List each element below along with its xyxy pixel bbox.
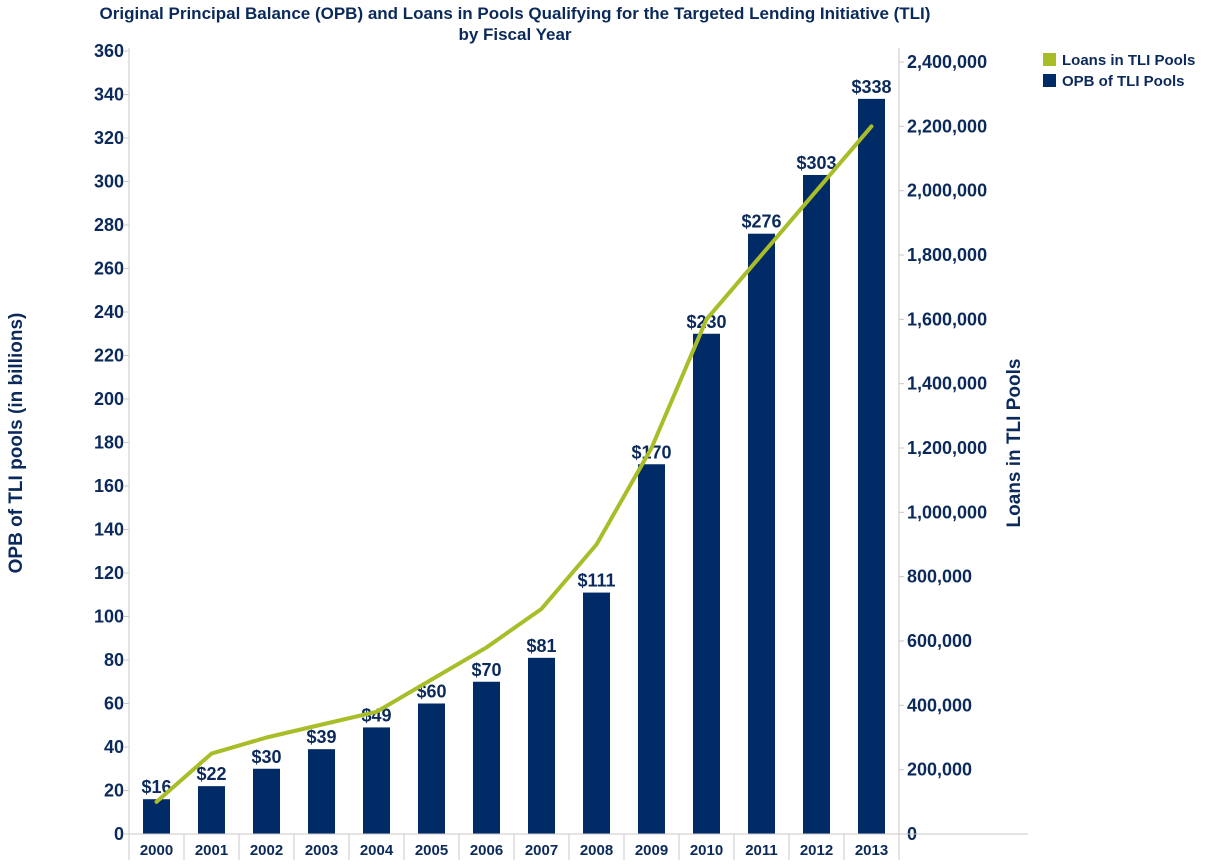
right-tick-label: 200,000 bbox=[907, 760, 972, 780]
bar-label-2012: $303 bbox=[796, 153, 836, 173]
x-tick-label-2010: 2010 bbox=[690, 842, 723, 859]
left-tick-label: 200 bbox=[94, 389, 124, 409]
left-tick-label: 320 bbox=[94, 128, 124, 148]
right-tick-label: 1,000,000 bbox=[907, 502, 987, 522]
left-tick-label: 60 bbox=[104, 694, 124, 714]
bar-label-2002: $30 bbox=[251, 747, 281, 767]
chart-title: Original Principal Balance (OPB) and Loa… bbox=[100, 4, 931, 23]
x-axis: 2000 2001 2002 2003 2004 2005 2006 2007 2008 2009… bbox=[129, 834, 1028, 860]
x-tick-label-2011: 2011 bbox=[745, 842, 778, 859]
right-tick-label: 800,000 bbox=[907, 567, 972, 587]
right-tick-label: 2,200,000 bbox=[907, 116, 987, 136]
x-tick-label-2000: 2000 bbox=[140, 842, 173, 859]
x-tick-label-2003: 2003 bbox=[305, 842, 338, 859]
left-y-axis: 0 20 40 60 80 100 120 140 160 180 200 220 240 260 280 3… bbox=[94, 41, 129, 844]
left-tick-label: 180 bbox=[94, 433, 124, 453]
right-tick-label: 1,600,000 bbox=[907, 309, 987, 329]
x-tick-label-2009: 2009 bbox=[635, 842, 668, 859]
bar-2011 bbox=[748, 234, 775, 834]
chart-subtitle: by Fiscal Year bbox=[458, 25, 571, 44]
bar-2012 bbox=[803, 175, 830, 834]
x-tick-label-2005: 2005 bbox=[415, 842, 448, 859]
legend-swatch-line bbox=[1043, 53, 1056, 66]
bar-2009 bbox=[638, 464, 665, 834]
x-tick-label-2001: 2001 bbox=[195, 842, 228, 859]
legend: Loans in TLI Pools OPB of TLI Pools bbox=[1043, 52, 1195, 90]
bar-2010 bbox=[693, 334, 720, 834]
right-tick-label: 1,400,000 bbox=[907, 374, 987, 394]
bar-2013 bbox=[858, 99, 885, 834]
right-tick-label: 1,800,000 bbox=[907, 245, 987, 265]
left-tick-label: 300 bbox=[94, 172, 124, 192]
right-tick-label: 2,400,000 bbox=[907, 52, 987, 72]
bar-2008 bbox=[583, 593, 610, 834]
right-tick-label: 2,000,000 bbox=[907, 181, 987, 201]
left-tick-label: 280 bbox=[94, 215, 124, 235]
bar-label-2008: $111 bbox=[577, 571, 615, 591]
left-tick-label: 260 bbox=[94, 259, 124, 279]
right-tick-label: 600,000 bbox=[907, 631, 972, 651]
right-tick-label: 1,200,000 bbox=[907, 438, 987, 458]
bar-label-2003: $39 bbox=[306, 727, 336, 747]
right-tick-label: 400,000 bbox=[907, 695, 972, 715]
bar-2007 bbox=[528, 658, 555, 834]
bar-2004 bbox=[363, 727, 390, 834]
bar-2000 bbox=[143, 799, 170, 834]
left-tick-label: 340 bbox=[94, 85, 124, 105]
x-tick-label-2008: 2008 bbox=[580, 842, 613, 859]
left-tick-label: 100 bbox=[94, 607, 124, 627]
legend-label-bar: OPB of TLI Pools bbox=[1062, 73, 1185, 90]
x-tick-label-2013: 2013 bbox=[855, 842, 888, 859]
left-tick-label: 160 bbox=[94, 476, 124, 496]
left-tick-label: 40 bbox=[104, 737, 124, 757]
left-tick-label: 140 bbox=[94, 520, 124, 540]
bar-2002 bbox=[253, 769, 280, 834]
bar-2005 bbox=[418, 704, 445, 835]
bar-label-2006: $70 bbox=[471, 660, 501, 680]
x-tick-label-2004: 2004 bbox=[360, 842, 394, 859]
left-y-axis-label: OPB of TLI pools (in billions) bbox=[6, 313, 27, 574]
bar-data-labels: $16$22$30$39$49$60$70$81$111$170$230$276… bbox=[141, 77, 891, 797]
x-tick-label-2012: 2012 bbox=[800, 842, 833, 859]
left-tick-label: 220 bbox=[94, 346, 124, 366]
bar-label-2011: $276 bbox=[741, 212, 781, 232]
left-tick-label: 120 bbox=[94, 563, 124, 583]
x-tick-label-2007: 2007 bbox=[525, 842, 558, 859]
x-tick-label-2006: 2006 bbox=[470, 842, 503, 859]
bar-label-2007: $81 bbox=[526, 636, 556, 656]
left-tick-label: 0 bbox=[114, 824, 124, 844]
bar-2006 bbox=[473, 682, 500, 834]
left-tick-label: 240 bbox=[94, 302, 124, 322]
left-tick-label: 20 bbox=[104, 781, 124, 801]
bar-2001 bbox=[198, 786, 225, 834]
left-tick-label: 360 bbox=[94, 41, 124, 61]
bar-series bbox=[143, 99, 885, 834]
bar-2003 bbox=[308, 749, 335, 834]
left-tick-label: 80 bbox=[104, 650, 124, 670]
x-tick-label-2002: 2002 bbox=[250, 842, 283, 859]
legend-label-line: Loans in TLI Pools bbox=[1062, 52, 1195, 69]
legend-swatch-bar bbox=[1043, 74, 1056, 87]
bar-label-2013: $338 bbox=[851, 77, 891, 97]
right-y-axis: 0200,000400,000600,000800,0001,000,0001,… bbox=[899, 48, 987, 844]
right-y-axis-label: Loans in TLI Pools bbox=[1004, 359, 1025, 528]
bar-label-2001: $22 bbox=[196, 764, 226, 784]
